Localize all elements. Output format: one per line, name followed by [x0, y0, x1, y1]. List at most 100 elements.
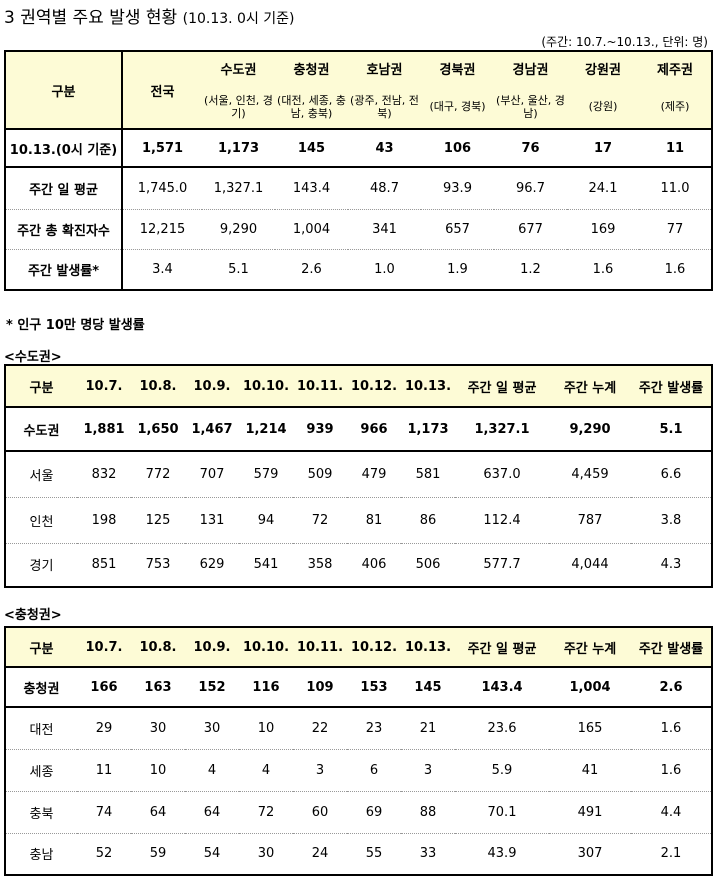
cell-value: 11	[639, 128, 712, 168]
cell-value: 509	[293, 451, 347, 498]
cell-value: 1,173	[401, 407, 455, 452]
cell-value: 43	[348, 128, 421, 168]
cell-value: 43.9	[487, 846, 517, 862]
cell-value: 153	[347, 667, 401, 708]
cell-value: 93.9	[421, 167, 494, 210]
column-header: 주간 발생률	[631, 627, 712, 668]
cell-value: 169	[567, 209, 639, 250]
cell-value: 41	[549, 749, 631, 792]
region-sub: (서울, 인천, 경기)	[202, 85, 275, 129]
region-sub: (광주, 전남, 전북)	[348, 85, 421, 129]
cell-value: 24	[311, 846, 329, 862]
summary-header-national: 전국	[122, 51, 202, 129]
cell-value: 5.1	[228, 261, 249, 277]
capital-table: 구분 10.7. 10.8. 10.9. 10.10. 10.11. 10.12. 10.13…	[4, 364, 713, 588]
region-sub: (대구, 경북)	[421, 85, 494, 129]
row-label: 대전	[5, 707, 77, 750]
cell-value: 116	[239, 667, 293, 708]
region-sub: (부산, 울산, 경남)	[494, 85, 567, 129]
cell-value: 1.6	[631, 707, 712, 750]
unit-note: (주간: 10.7.~10.13., 단위: 명)	[541, 35, 708, 49]
summary-row: 주간 총 확진자수 12,215 9,290 1,004 341 657 677 169 77	[5, 209, 712, 250]
chungcheong-section-label: <충청권>	[4, 608, 62, 623]
cell-value: 163	[131, 667, 185, 708]
cell-value: 1,327.1	[202, 167, 275, 210]
column-header: 10.10.	[239, 627, 293, 668]
table-row: 경기 851 753 629 541 358 406 506 577.7 4,044 4.3	[5, 543, 712, 587]
cell-value: 11	[77, 749, 131, 792]
cell-value: 637.0	[455, 451, 549, 498]
chungcheong-header-row: 구분 10.7. 10.8. 10.9. 10.10. 10.11. 10.12. 10.13…	[5, 627, 712, 668]
column-header: 10.8.	[131, 627, 185, 668]
cell-value: 72	[239, 791, 293, 834]
cell-value: 4.4	[631, 791, 712, 834]
cell-value: 1,004	[275, 209, 348, 250]
cell-value: 5.1	[631, 407, 712, 452]
summary-table: 구분 전국 수도권 충청권 호남권 경북권 경남권 강원권 제주권 (서울, 인…	[4, 50, 713, 291]
cell-value: 4,459	[549, 451, 631, 498]
column-header: 10.12.	[347, 365, 401, 408]
cell-value: 59	[149, 846, 167, 862]
cell-value: 77	[639, 209, 712, 250]
cell-value: 64	[131, 791, 185, 834]
cell-value: 358	[307, 557, 333, 573]
column-header: 10.11.	[293, 365, 347, 408]
cell-value: 143.4	[275, 167, 348, 210]
column-header: 10.8.	[131, 365, 185, 408]
cell-value: 165	[549, 707, 631, 750]
cell-value: 131	[185, 497, 239, 544]
cell-value: 491	[549, 791, 631, 834]
cell-value: 54	[203, 846, 221, 862]
column-header: 주간 발생률	[631, 365, 712, 408]
cell-value: 9,290	[202, 209, 275, 250]
cell-value: 69	[347, 791, 401, 834]
row-label: 주간 발생률*	[5, 249, 123, 290]
row-label: 충남	[29, 848, 54, 864]
table-row: 대전 29 30 30 10 22 23 21 23.6 165 1.6	[5, 707, 712, 750]
cell-value: 2.6	[631, 667, 712, 708]
cell-value: 81	[347, 497, 401, 544]
title-date: (10.13. 0시 기준)	[182, 11, 295, 27]
row-label: 경기	[29, 559, 54, 575]
row-label: 10.13.(0시 기준)	[5, 128, 123, 168]
cell-value: 3.4	[152, 261, 173, 277]
cell-value: 23.6	[455, 707, 549, 750]
cell-value: 6	[347, 749, 401, 792]
region-name: 경북권	[421, 51, 494, 85]
cell-value: 145	[401, 667, 455, 708]
column-header: 10.9.	[185, 365, 239, 408]
cell-value: 9,290	[549, 407, 631, 452]
column-header: 10.13.	[401, 365, 455, 408]
cell-value: 966	[347, 407, 401, 452]
column-header: 10.9.	[185, 627, 239, 668]
region-name: 호남권	[348, 51, 421, 85]
cell-value: 3	[293, 749, 347, 792]
cell-value: 832	[77, 451, 131, 498]
cell-value: 23	[347, 707, 401, 750]
region-name: 충청권	[275, 51, 348, 85]
cell-value: 851	[91, 557, 117, 573]
cell-value: 677	[494, 209, 567, 250]
summary-header-sub-row: (서울, 인천, 경기) (대전, 세종, 충남, 충북) (광주, 전남, 전…	[5, 85, 712, 129]
column-header: 10.12.	[347, 627, 401, 668]
row-label: 수도권	[5, 407, 77, 452]
column-header: 10.11.	[293, 627, 347, 668]
cell-value: 787	[549, 497, 631, 544]
cell-value: 64	[185, 791, 239, 834]
cell-value: 29	[77, 707, 131, 750]
cell-value: 772	[131, 451, 185, 498]
column-header: 10.7.	[77, 627, 131, 668]
region-sub: (강원)	[567, 85, 639, 129]
cell-value: 707	[185, 451, 239, 498]
cell-value: 76	[494, 128, 567, 168]
cell-value: 55	[365, 846, 383, 862]
cell-value: 11.0	[639, 167, 712, 210]
row-label: 주간 총 확진자수	[5, 209, 123, 250]
cell-value: 106	[421, 128, 494, 168]
cell-value: 30	[185, 707, 239, 750]
table-row: 세종 11 10 4 4 3 6 3 5.9 41 1.6	[5, 749, 712, 792]
cell-value: 406	[361, 557, 387, 573]
cell-value: 125	[131, 497, 185, 544]
cell-value: 74	[77, 791, 131, 834]
summary-header-row: 구분 전국 수도권 충청권 호남권 경북권 경남권 강원권 제주권	[5, 51, 712, 129]
